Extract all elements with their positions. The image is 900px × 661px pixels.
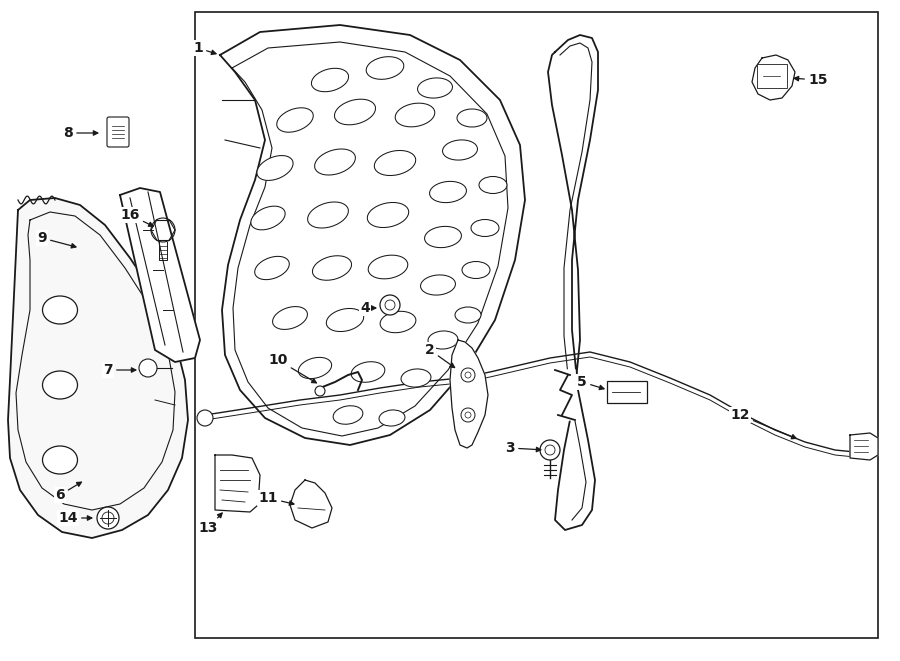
Bar [195,12,878,638]
Ellipse shape [420,275,455,295]
Ellipse shape [418,78,453,98]
Ellipse shape [311,68,348,92]
Text: 15: 15 [794,73,828,87]
Text: 3: 3 [505,441,541,455]
Circle shape [139,359,157,377]
Ellipse shape [401,369,431,387]
Ellipse shape [42,446,77,474]
Circle shape [97,507,119,529]
Text: 6: 6 [55,482,81,502]
Polygon shape [850,433,878,460]
Ellipse shape [256,155,293,180]
Circle shape [151,218,175,242]
Text: 4: 4 [360,301,376,315]
Ellipse shape [462,262,490,278]
Ellipse shape [479,176,507,194]
Polygon shape [290,480,332,528]
Text: 9: 9 [37,231,76,248]
Circle shape [385,300,395,310]
Ellipse shape [368,255,408,279]
Polygon shape [555,370,578,420]
Ellipse shape [455,307,481,323]
Circle shape [461,368,475,382]
Polygon shape [548,35,598,530]
Ellipse shape [351,362,385,382]
Ellipse shape [335,99,375,125]
Ellipse shape [374,151,416,176]
Ellipse shape [308,202,348,228]
Circle shape [465,372,471,378]
Ellipse shape [471,219,499,237]
FancyBboxPatch shape [607,381,647,403]
Circle shape [102,512,114,524]
Circle shape [540,440,560,460]
Polygon shape [8,198,188,538]
Ellipse shape [273,307,308,329]
Ellipse shape [42,296,77,324]
Text: 16: 16 [121,208,153,226]
Circle shape [380,295,400,315]
Circle shape [465,412,471,418]
Circle shape [545,445,555,455]
Ellipse shape [379,410,405,426]
Ellipse shape [367,202,409,227]
Polygon shape [215,455,260,512]
Text: 13: 13 [198,513,222,535]
Ellipse shape [255,256,289,280]
Circle shape [315,386,325,396]
Ellipse shape [429,181,466,203]
Ellipse shape [425,226,462,248]
Ellipse shape [327,309,364,332]
Polygon shape [752,55,795,100]
Ellipse shape [251,206,285,230]
Ellipse shape [312,256,352,280]
Text: 14: 14 [58,511,92,525]
Text: 7: 7 [104,363,136,377]
Ellipse shape [380,311,416,332]
Ellipse shape [457,109,487,127]
Ellipse shape [299,358,331,379]
Ellipse shape [42,371,77,399]
Ellipse shape [428,331,458,349]
Text: 5: 5 [577,375,604,389]
Polygon shape [120,188,200,362]
Text: 11: 11 [258,491,294,505]
Text: 1: 1 [194,41,216,55]
Text: 10: 10 [268,353,317,383]
Polygon shape [220,25,525,445]
Text: 12: 12 [730,408,796,439]
Circle shape [197,410,213,426]
Polygon shape [450,340,488,448]
Ellipse shape [333,406,363,424]
FancyBboxPatch shape [757,64,787,88]
Ellipse shape [443,140,478,160]
Text: 2: 2 [425,343,454,368]
Ellipse shape [366,57,404,79]
Ellipse shape [277,108,313,132]
Ellipse shape [315,149,356,175]
FancyBboxPatch shape [107,117,129,147]
Text: 8: 8 [63,126,98,140]
Circle shape [461,408,475,422]
Ellipse shape [395,103,435,127]
